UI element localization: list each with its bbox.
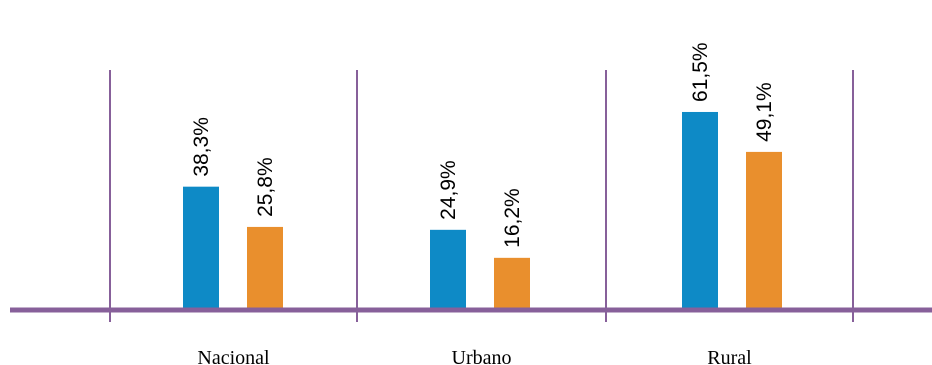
category-labels: Nacional Urbano Rural [197, 347, 752, 365]
category-separators [109, 70, 854, 322]
data-label: 49,1% [753, 82, 776, 142]
data-label: 16,2% [501, 188, 524, 248]
value-labels: 38,3% 25,8% 24,9% 16,2% 61,5% 49,1% [190, 42, 776, 247]
data-label: 24,9% [437, 160, 460, 220]
data-label: 61,5% [689, 42, 712, 102]
bar [746, 151, 782, 310]
bar [430, 229, 466, 310]
category-label: Urbano [452, 347, 512, 365]
bar [183, 186, 219, 310]
data-label: 38,3% [190, 117, 213, 177]
bar [682, 111, 718, 310]
bar [247, 226, 283, 310]
category-label: Rural [707, 347, 752, 365]
bar [494, 257, 530, 310]
category-label: Nacional [197, 347, 270, 365]
data-label: 25,8% [254, 157, 277, 217]
bars [183, 111, 782, 310]
